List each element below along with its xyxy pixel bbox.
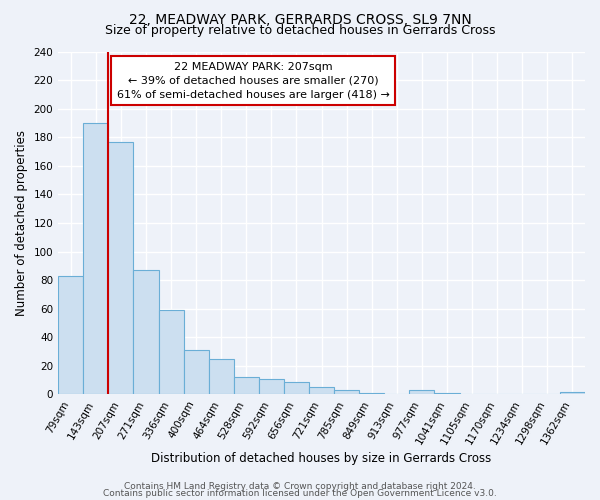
Bar [158, 310, 184, 394]
Bar [109, 142, 133, 394]
Bar [83, 123, 109, 394]
Text: Size of property relative to detached houses in Gerrards Cross: Size of property relative to detached ho… [105, 24, 495, 37]
Y-axis label: Number of detached properties: Number of detached properties [15, 130, 28, 316]
Text: 22, MEADWAY PARK, GERRARDS CROSS, SL9 7NN: 22, MEADWAY PARK, GERRARDS CROSS, SL9 7N… [128, 12, 472, 26]
Text: Contains public sector information licensed under the Open Government Licence v3: Contains public sector information licen… [103, 490, 497, 498]
Bar [560, 392, 585, 394]
X-axis label: Distribution of detached houses by size in Gerrards Cross: Distribution of detached houses by size … [151, 452, 492, 465]
Text: Contains HM Land Registry data © Crown copyright and database right 2024.: Contains HM Land Registry data © Crown c… [124, 482, 476, 491]
Bar [58, 276, 83, 394]
Bar [259, 378, 284, 394]
Bar [133, 270, 158, 394]
Bar [434, 393, 460, 394]
Bar [409, 390, 434, 394]
Bar [284, 382, 309, 394]
Bar [209, 358, 234, 394]
Bar [234, 377, 259, 394]
Bar [184, 350, 209, 395]
Bar [359, 393, 385, 394]
Bar [334, 390, 359, 394]
Text: 22 MEADWAY PARK: 207sqm
← 39% of detached houses are smaller (270)
61% of semi-d: 22 MEADWAY PARK: 207sqm ← 39% of detache… [116, 62, 389, 100]
Bar [309, 387, 334, 394]
